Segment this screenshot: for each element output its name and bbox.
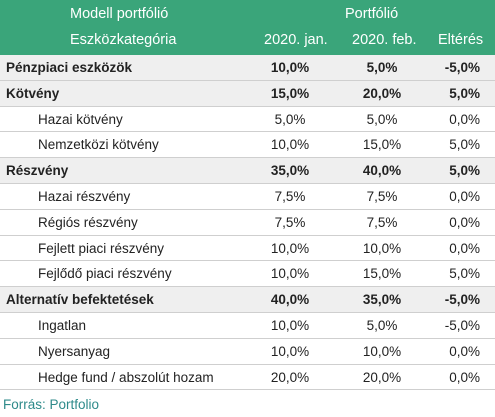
jan-column-header: 2020. jan. bbox=[264, 32, 328, 48]
category-row: Kötvény 15,0% 20,0% 5,0% bbox=[0, 80, 495, 107]
difference-value: 5,0% bbox=[449, 163, 480, 179]
difference-value: 0,0% bbox=[449, 111, 480, 127]
row-label: Kötvény bbox=[6, 85, 60, 101]
difference-value: 5,0% bbox=[449, 137, 480, 153]
feb-value: 40,0% bbox=[362, 163, 402, 179]
row-label: Alternatív befektetések bbox=[6, 292, 154, 308]
table-title: Modell portfólió bbox=[70, 6, 169, 22]
feb-value: 20,0% bbox=[362, 85, 402, 101]
source-note: Forrás: Portfolio bbox=[3, 397, 100, 412]
jan-value: 10,0% bbox=[270, 266, 310, 282]
table-header: Modell portfólió Portfólió Eszközkategór… bbox=[0, 0, 495, 55]
row-label: Nyersanyag bbox=[38, 343, 111, 359]
difference-value: 0,0% bbox=[449, 188, 480, 204]
row-label: Régiós részvény bbox=[38, 214, 138, 230]
jan-value: 40,0% bbox=[270, 292, 310, 308]
feb-value: 5,0% bbox=[366, 317, 398, 333]
table-row: Nemzetközi kötvény 10,0% 15,0% 5,0% bbox=[0, 132, 495, 159]
row-label: Ingatlan bbox=[38, 317, 87, 333]
table-row: Hazai kötvény 5,0% 5,0% 0,0% bbox=[0, 107, 495, 133]
difference-value: 5,0% bbox=[449, 85, 480, 101]
feb-value: 15,0% bbox=[362, 137, 402, 153]
jan-value: 10,0% bbox=[270, 137, 310, 153]
table-row: Nyersanyag 10,0% 10,0% 0,0% bbox=[0, 339, 495, 365]
feb-value: 7,5% bbox=[366, 214, 398, 230]
category-row: Alternatív befektetések 40,0% 35,0% -5,0% bbox=[0, 287, 495, 313]
feb-value: 5,0% bbox=[366, 111, 398, 127]
feb-value: 5,0% bbox=[366, 60, 398, 75]
category-column-header: Eszközkategória bbox=[70, 32, 177, 48]
table-row: Fejlett piaci részvény 10,0% 10,0% 0,0% bbox=[0, 236, 495, 262]
jan-value: 7,5% bbox=[274, 214, 306, 230]
row-label: Hazai részvény bbox=[38, 188, 131, 204]
jan-value: 5,0% bbox=[274, 111, 306, 127]
difference-value: 5,0% bbox=[449, 266, 480, 282]
difference-value: 0,0% bbox=[449, 343, 480, 359]
jan-value: 7,5% bbox=[274, 188, 306, 204]
difference-column-header: Eltérés bbox=[438, 32, 484, 48]
feb-value: 10,0% bbox=[362, 240, 402, 256]
jan-value: 10,0% bbox=[270, 60, 310, 75]
portfolio-group-label: Portfólió bbox=[345, 6, 399, 22]
table-row: Ingatlan 10,0% 5,0% -5,0% bbox=[0, 313, 495, 339]
row-label: Fejlett piaci részvény bbox=[38, 240, 165, 256]
jan-value: 10,0% bbox=[270, 343, 310, 359]
jan-value: 10,0% bbox=[270, 317, 310, 333]
category-row: Részvény 35,0% 40,0% 5,0% bbox=[0, 158, 495, 184]
difference-value: 0,0% bbox=[449, 369, 480, 385]
jan-value: 35,0% bbox=[270, 163, 310, 179]
feb-value: 35,0% bbox=[362, 292, 402, 308]
difference-value: -5,0% bbox=[444, 60, 480, 75]
difference-value: 0,0% bbox=[449, 240, 480, 256]
jan-value: 10,0% bbox=[270, 240, 310, 256]
jan-value: 15,0% bbox=[270, 85, 310, 101]
table-body: Pénzpiaci eszközök 10,0% 5,0% -5,0% Kötvény 1… bbox=[0, 55, 495, 391]
table-row: Hedge fund / abszolút hozam 20,0% 20,0% 0,0… bbox=[0, 365, 495, 391]
table-row: Hazai részvény 7,5% 7,5% 0,0% bbox=[0, 184, 495, 210]
feb-value: 15,0% bbox=[362, 266, 402, 282]
category-row: Pénzpiaci eszközök 10,0% 5,0% -5,0% bbox=[0, 55, 495, 81]
feb-value: 20,0% bbox=[362, 369, 402, 385]
row-label: Fejlődő piaci részvény bbox=[38, 266, 172, 282]
feb-value: 7,5% bbox=[366, 188, 398, 204]
table-row: Régiós részvény 7,5% 7,5% 0,0% bbox=[0, 210, 495, 236]
difference-value: -5,0% bbox=[444, 292, 480, 308]
row-label: Részvény bbox=[6, 163, 69, 179]
table-row: Fejlődő piaci részvény 10,0% 15,0% 5,0% bbox=[0, 261, 495, 288]
difference-value: -5,0% bbox=[444, 317, 480, 333]
row-label: Pénzpiaci eszközök bbox=[6, 60, 133, 75]
row-label: Hedge fund / abszolút hozam bbox=[38, 369, 214, 385]
jan-value: 20,0% bbox=[270, 369, 310, 385]
feb-column-header: 2020. feb. bbox=[352, 32, 417, 48]
row-label: Nemzetközi kötvény bbox=[38, 137, 159, 153]
row-label: Hazai kötvény bbox=[38, 111, 123, 127]
feb-value: 10,0% bbox=[362, 343, 402, 359]
difference-value: 0,0% bbox=[449, 214, 480, 230]
